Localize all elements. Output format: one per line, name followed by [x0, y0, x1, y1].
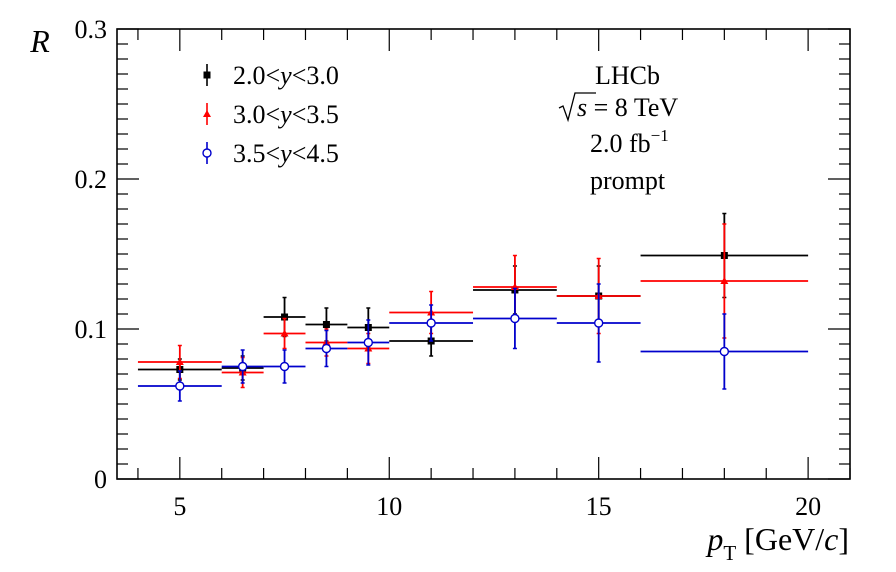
experiment-name: LHCb: [595, 61, 660, 90]
x-axis-var: p: [705, 521, 723, 557]
selection-label: prompt: [590, 166, 666, 195]
y-tick-label: 0.1: [75, 315, 108, 344]
data-point: [389, 304, 474, 342]
marker-square: [322, 321, 330, 328]
experiment-label: LHCb s = 8 TeV 2.0 fb−1 prompt: [558, 61, 678, 195]
marker-triangle: [280, 329, 289, 337]
marker-circle: [719, 346, 730, 357]
series-3: [137, 283, 809, 402]
y-tick-label: 0: [94, 465, 107, 494]
x-axis-sub: T: [723, 541, 736, 565]
legend-marker-3: [202, 148, 212, 158]
series-1: [137, 212, 809, 381]
series-2: [137, 223, 809, 389]
data-point: [137, 344, 222, 380]
legend-marker-2: [203, 110, 211, 117]
marker-circle: [279, 361, 290, 372]
legend-label-1: 2.0<y<3.0: [233, 61, 339, 90]
marker-triangle: [175, 358, 184, 365]
y-tick-label: 0.2: [75, 165, 108, 194]
data-point: [473, 287, 557, 350]
x-axis-unit-close: ]: [838, 521, 849, 557]
marker-square: [281, 313, 289, 321]
legend-label-3: 3.5<y<4.5: [233, 139, 339, 168]
x-tick-label: 5: [173, 492, 186, 521]
y-tick-label: 0.3: [75, 15, 108, 44]
data-point: [305, 329, 348, 368]
y-tick-labels: 0 0.1 0.2 0.3: [75, 15, 108, 494]
data-point: [221, 349, 264, 384]
luminosity-label: 2.0 fb−1: [590, 126, 669, 158]
plot-frame: [116, 28, 851, 480]
data-point: [137, 370, 222, 402]
axis-ticks: [117, 28, 851, 480]
energy-label: s = 8 TeV: [577, 93, 678, 122]
sqrt-sign: [558, 92, 596, 123]
marker-circle: [426, 318, 436, 328]
marker-circle: [175, 381, 185, 391]
y-axis-title: R: [29, 23, 50, 59]
legend-label-2: 3.0<y<3.5: [233, 100, 339, 129]
x-axis-unit: [GeV/: [744, 521, 824, 557]
x-tick-label: 15: [586, 492, 612, 521]
marker-circle: [510, 313, 520, 324]
legend-entry-2: 3.0<y<3.5: [203, 100, 339, 129]
x-tick-labels: 5 10 15 20: [173, 492, 821, 521]
data-point: [556, 283, 641, 363]
x-axis-unit-var: c: [824, 521, 838, 557]
x-axis-title: pT [GeV/c]: [705, 521, 849, 565]
data-point: [263, 349, 306, 384]
legend: 2.0<y<3.0 3.0<y<3.5 3.5<y<4.5: [202, 61, 339, 168]
legend-entry-3: 3.5<y<4.5: [202, 139, 339, 168]
marker-circle: [237, 361, 248, 372]
legend-marker-1: [203, 71, 211, 79]
marker-circle: [363, 337, 374, 348]
legend-entry-1: 2.0<y<3.0: [203, 61, 339, 90]
data-series: [137, 212, 809, 402]
x-tick-label: 10: [376, 492, 402, 521]
marker-circle: [321, 343, 332, 354]
data-point: [347, 319, 390, 366]
marker-triangle: [720, 277, 729, 284]
marker-circle: [593, 318, 604, 328]
x-tick-label: 20: [795, 492, 821, 521]
data-point: [640, 313, 809, 390]
data-point: [263, 317, 306, 350]
